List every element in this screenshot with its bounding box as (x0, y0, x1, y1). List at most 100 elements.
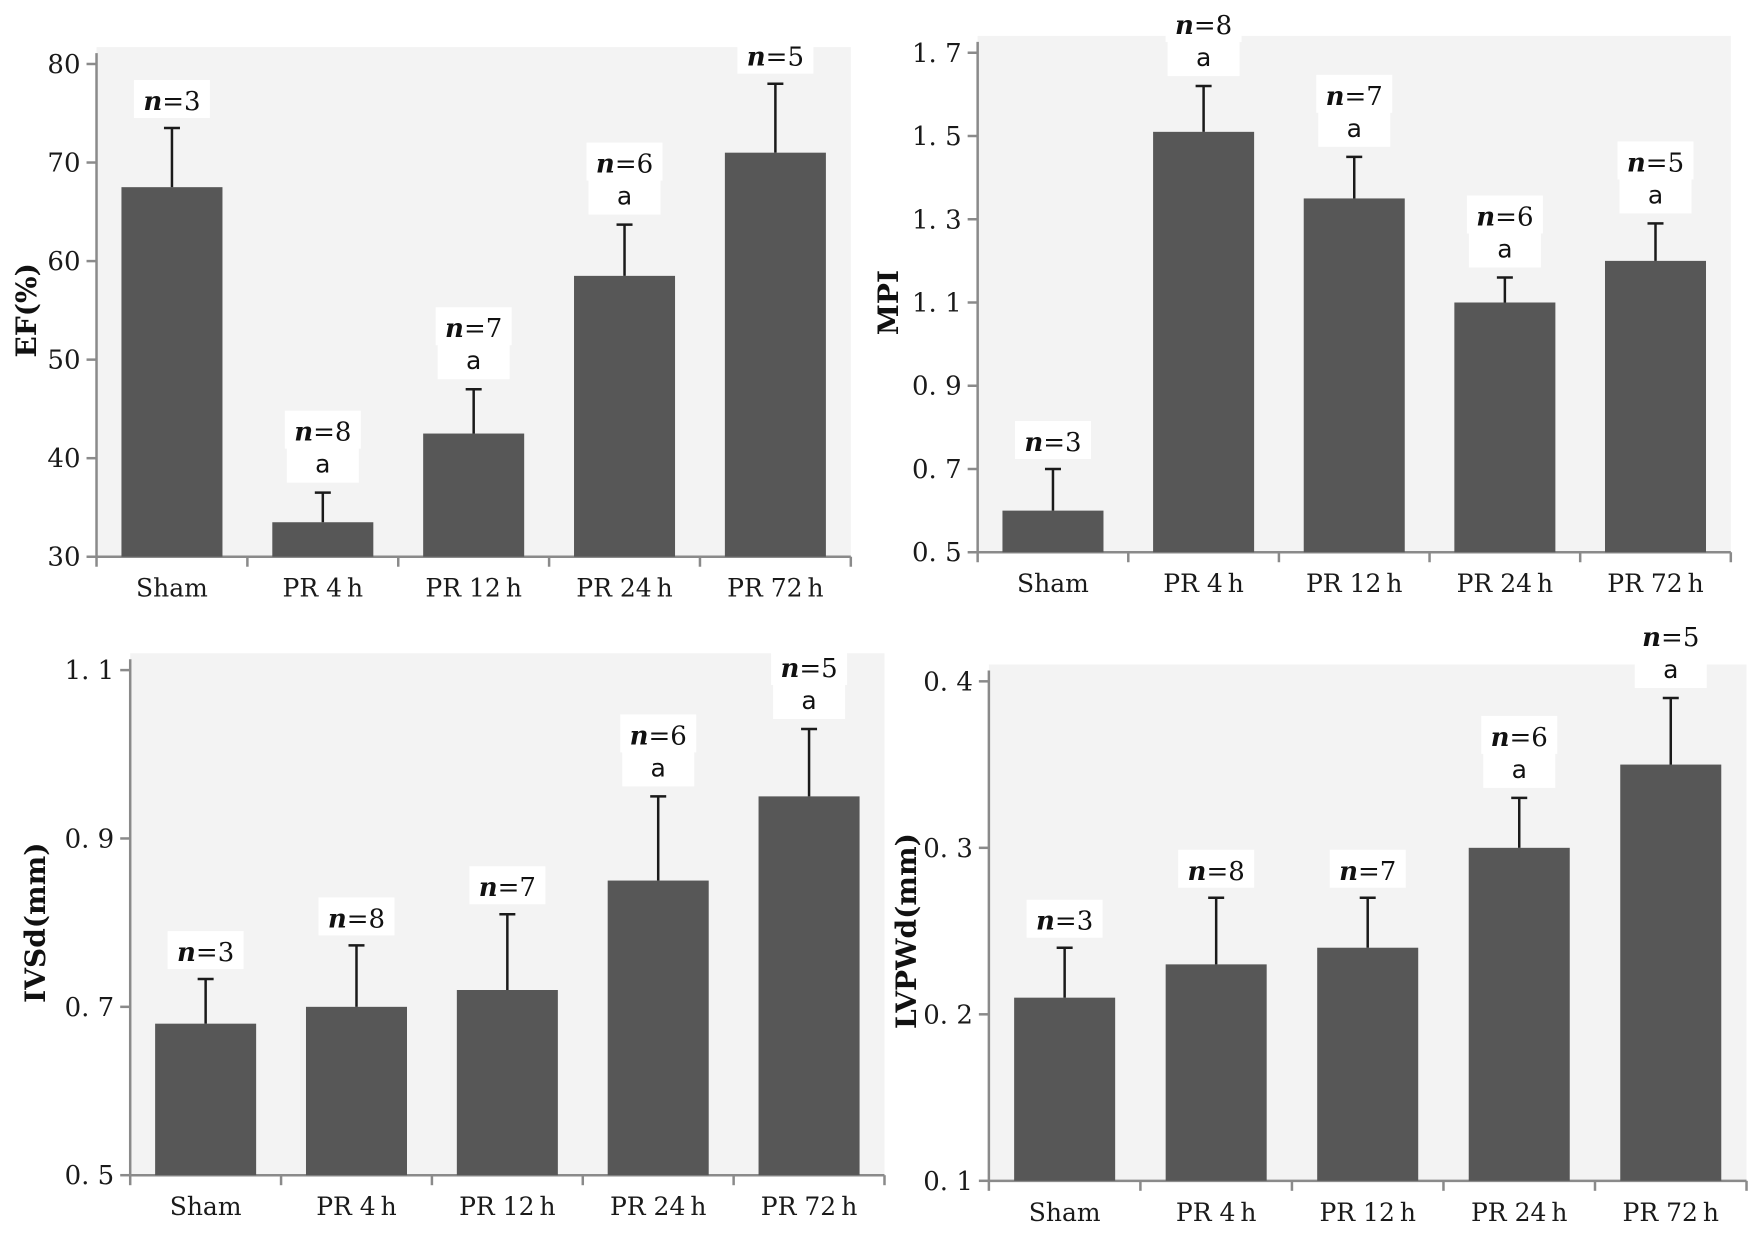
sample-size-label: n=8 (1175, 11, 1232, 41)
x-tick-label: Sham (1017, 569, 1089, 598)
significance-label: a (1196, 43, 1211, 72)
x-tick-label: PR 4 h (316, 1192, 397, 1221)
label-box (1466, 195, 1543, 234)
sample-size-label: n=7 (1339, 857, 1396, 887)
x-tick-label: PR 4 h (1163, 569, 1244, 598)
label-box (1316, 74, 1393, 113)
label-box (469, 866, 546, 905)
x-tick-label: PR 24 h (576, 574, 673, 603)
x-tick-label: PR 24 h (1471, 1198, 1568, 1227)
sample-size-label: n=8 (328, 904, 385, 934)
significance-label: a (1648, 180, 1663, 209)
label-box (1167, 36, 1240, 77)
label-box (1329, 849, 1406, 888)
bar (1014, 997, 1116, 1181)
label-box (1165, 4, 1242, 43)
label-box (1178, 849, 1255, 888)
y-axis-title: MPI (872, 270, 905, 335)
panel-lvpwd: 0. 1 0. 2 0. 3 0. 4 LVPWd(mm) n=3 Sham n=8 PR 4 … (890, 615, 1748, 1227)
bar (1468, 847, 1570, 1181)
sample-size-label: n=5 (1642, 623, 1699, 653)
label-box (1632, 615, 1709, 654)
sample-size-label: n=6 (1476, 203, 1533, 233)
x-tick-label: PR 72 h (1623, 1198, 1720, 1227)
bar (423, 433, 525, 557)
bar (305, 1006, 407, 1176)
bar (758, 796, 860, 1176)
label-box (1619, 173, 1692, 214)
label-box (1617, 141, 1694, 180)
label-box (771, 647, 848, 686)
significance-label: a (1347, 114, 1362, 143)
y-tick-label: 0. 5 (65, 1161, 115, 1191)
y-tick-label: 40 (47, 444, 80, 474)
label-box (133, 80, 210, 119)
x-tick-label: PR 12 h (1306, 569, 1403, 598)
y-tick-label: 0. 9 (65, 824, 115, 854)
label-box (1026, 899, 1103, 938)
bar (1317, 947, 1419, 1181)
sample-size-label: n=5 (1627, 148, 1684, 178)
label-box (286, 442, 359, 483)
x-tick-label: PR 72 h (1607, 569, 1704, 598)
y-tick-label: 0. 3 (923, 834, 973, 864)
y-tick-label: 0. 7 (912, 455, 962, 485)
sample-size-label: n=3 (1036, 907, 1093, 937)
bar (1002, 510, 1104, 553)
bar (456, 990, 558, 1176)
x-tick-label: PR 72 h (761, 1192, 858, 1221)
panel-ivsd: 0. 5 0. 7 0. 9 1. 1 IVSd(mm) n=3 Sham n=8 PR 4 h… (19, 647, 886, 1221)
x-tick-label: PR 12 h (459, 1192, 556, 1221)
y-tick-label: 1. 1 (912, 289, 962, 319)
y-tick-label: 1. 5 (912, 122, 962, 152)
bar (272, 522, 374, 557)
y-tick-label: 70 (47, 149, 80, 179)
y-tick-label: 50 (47, 346, 80, 376)
sample-size-label: n=3 (1024, 428, 1081, 458)
label-box (284, 410, 361, 449)
x-tick-label: PR 72 h (727, 574, 824, 603)
y-axis-title: IVSd(mm) (19, 842, 52, 1002)
sample-size-label: n=6 (596, 150, 653, 180)
label-box (318, 897, 395, 936)
label-box (1014, 420, 1091, 459)
y-tick-label: 1. 1 (65, 656, 115, 686)
sample-size-label: n=6 (1491, 723, 1548, 753)
significance-label: a (1512, 755, 1527, 784)
x-tick-label: Sham (170, 1192, 242, 1221)
label-box (620, 714, 697, 753)
label-box (737, 35, 814, 74)
y-axis-title: EF(%) (10, 263, 43, 357)
panel-mpi: 0. 5 0. 7 0. 9 1. 1 1. 3 1. 5 1. 7 MPI n=3 Sham n=… (872, 4, 1733, 598)
y-tick-label: 60 (47, 247, 80, 277)
bar (1165, 964, 1267, 1181)
label-box (773, 679, 846, 720)
significance-label: a (801, 686, 816, 715)
sample-size-label: n=6 (630, 721, 687, 751)
sample-size-label: n=7 (445, 314, 502, 344)
y-tick-label: 30 (47, 543, 80, 573)
x-tick-label: PR 4 h (283, 574, 364, 603)
sample-size-label: n=5 (780, 654, 837, 684)
label-box (1483, 747, 1556, 788)
sample-size-label: n=5 (747, 43, 804, 73)
significance-label: a (617, 182, 632, 211)
y-tick-label: 0. 7 (65, 993, 115, 1023)
sample-size-label: n=3 (143, 87, 200, 117)
x-tick-label: PR 24 h (610, 1192, 707, 1221)
y-tick-label: 0. 2 (923, 1000, 973, 1030)
label-box (588, 174, 661, 215)
label-box (1634, 647, 1707, 688)
sample-size-label: n=8 (294, 418, 351, 448)
y-axis-title: LVPWd(mm) (890, 833, 923, 1029)
bar (155, 1023, 257, 1176)
bar (1153, 131, 1255, 553)
sample-size-label: n=7 (479, 873, 536, 903)
bar (1604, 260, 1707, 553)
y-tick-label: 0. 5 (912, 538, 962, 568)
label-box (437, 339, 510, 380)
label-box (586, 142, 663, 181)
significance-label: a (1497, 235, 1512, 264)
